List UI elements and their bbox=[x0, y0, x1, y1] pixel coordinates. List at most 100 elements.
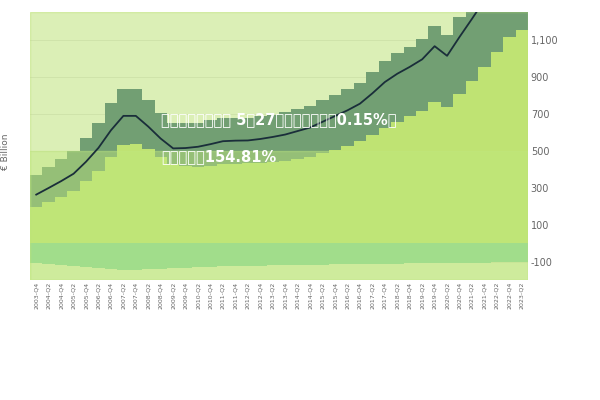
Total Net Wealth bbox=[281, 132, 289, 137]
Bar bbox=[242, 243, 254, 266]
Bar bbox=[329, 95, 341, 150]
Bar bbox=[179, 243, 192, 268]
Total Net Wealth bbox=[344, 108, 351, 113]
Bar bbox=[43, 166, 55, 202]
Bar bbox=[217, 243, 229, 266]
Bar bbox=[130, 88, 142, 144]
Total Net Wealth bbox=[257, 136, 264, 141]
Bar bbox=[441, 243, 454, 263]
Bar bbox=[304, 243, 316, 265]
Text: 转股溢价率154.81%: 转股溢价率154.81% bbox=[161, 149, 277, 164]
Bar bbox=[229, 243, 242, 266]
Bar bbox=[30, 151, 528, 280]
Bar bbox=[329, 243, 341, 264]
Total Net Wealth bbox=[456, 34, 463, 39]
Bar bbox=[92, 123, 105, 170]
Total Net Wealth bbox=[232, 138, 239, 143]
Bar bbox=[167, 164, 179, 243]
Bar bbox=[130, 144, 142, 243]
Text: 线下股票配资平台 5月27日瀛通转债上涨0.15%，: 线下股票配资平台 5月27日瀛通转债上涨0.15%， bbox=[161, 112, 397, 127]
Total Net Wealth bbox=[469, 16, 476, 21]
Bar bbox=[55, 243, 67, 265]
Total Net Wealth bbox=[356, 101, 364, 106]
Total Net Wealth bbox=[132, 114, 139, 118]
Bar bbox=[92, 170, 105, 243]
Bar bbox=[204, 166, 217, 243]
Total Net Wealth bbox=[406, 64, 413, 69]
Bar bbox=[142, 243, 155, 270]
Bar bbox=[167, 243, 179, 268]
Bar bbox=[441, 107, 454, 243]
Bar bbox=[292, 243, 304, 265]
Bar bbox=[217, 118, 229, 164]
Bar bbox=[30, 243, 43, 263]
Total Net Wealth bbox=[182, 146, 189, 150]
Bar bbox=[354, 83, 366, 141]
Bar bbox=[179, 166, 192, 243]
Total Net Wealth bbox=[194, 144, 202, 149]
Total Net Wealth bbox=[294, 129, 301, 134]
Bar bbox=[30, 175, 43, 207]
Total Net Wealth bbox=[157, 136, 164, 141]
Bar bbox=[428, 26, 441, 102]
Bar bbox=[316, 153, 329, 243]
Bar bbox=[142, 149, 155, 243]
Bar bbox=[491, 243, 503, 262]
Total Net Wealth bbox=[431, 44, 438, 48]
Bar bbox=[454, 94, 466, 243]
Total Net Wealth bbox=[381, 80, 388, 84]
Bar bbox=[416, 39, 428, 111]
Bar bbox=[43, 202, 55, 243]
Bar bbox=[279, 243, 292, 265]
Bar bbox=[391, 243, 404, 264]
Total Net Wealth bbox=[307, 125, 314, 130]
Bar bbox=[404, 243, 416, 263]
Total Net Wealth bbox=[32, 192, 40, 197]
Bar bbox=[117, 243, 130, 270]
Bar bbox=[404, 116, 416, 243]
Bar bbox=[491, 52, 503, 243]
Bar bbox=[192, 122, 204, 167]
Bar bbox=[503, 37, 515, 243]
Bar bbox=[105, 243, 117, 270]
Bar bbox=[217, 164, 229, 243]
Bar bbox=[379, 243, 391, 264]
Bar bbox=[105, 156, 117, 243]
Bar bbox=[515, 0, 528, 30]
Bar bbox=[366, 135, 379, 243]
Bar bbox=[515, 243, 528, 262]
Total Net Wealth bbox=[419, 57, 426, 62]
Bar bbox=[404, 46, 416, 116]
Bar bbox=[329, 150, 341, 243]
Bar bbox=[55, 197, 67, 243]
Bar bbox=[441, 36, 454, 107]
Bar bbox=[167, 124, 179, 164]
Total Net Wealth bbox=[58, 179, 65, 184]
Bar bbox=[503, 0, 515, 37]
Bar bbox=[92, 243, 105, 268]
Bar bbox=[292, 159, 304, 243]
Bar bbox=[80, 243, 92, 267]
Total Net Wealth bbox=[207, 142, 214, 146]
Total Net Wealth bbox=[170, 146, 177, 151]
Total Net Wealth bbox=[443, 54, 451, 58]
Bar bbox=[80, 180, 92, 243]
Bar bbox=[67, 151, 80, 191]
Bar bbox=[341, 89, 354, 146]
Total Net Wealth bbox=[481, 0, 488, 2]
Bar bbox=[316, 100, 329, 153]
Bar bbox=[155, 113, 167, 157]
Bar bbox=[192, 243, 204, 267]
Bar bbox=[266, 162, 279, 243]
Bar bbox=[316, 243, 329, 265]
Bar bbox=[266, 114, 279, 162]
Bar bbox=[478, 0, 491, 66]
Total Net Wealth bbox=[82, 159, 89, 164]
Total Net Wealth bbox=[269, 134, 277, 139]
Bar bbox=[279, 161, 292, 243]
Bar bbox=[466, 81, 478, 243]
Bar bbox=[117, 146, 130, 243]
Bar bbox=[242, 163, 254, 243]
Bar bbox=[30, 12, 528, 280]
Bar bbox=[254, 116, 266, 163]
